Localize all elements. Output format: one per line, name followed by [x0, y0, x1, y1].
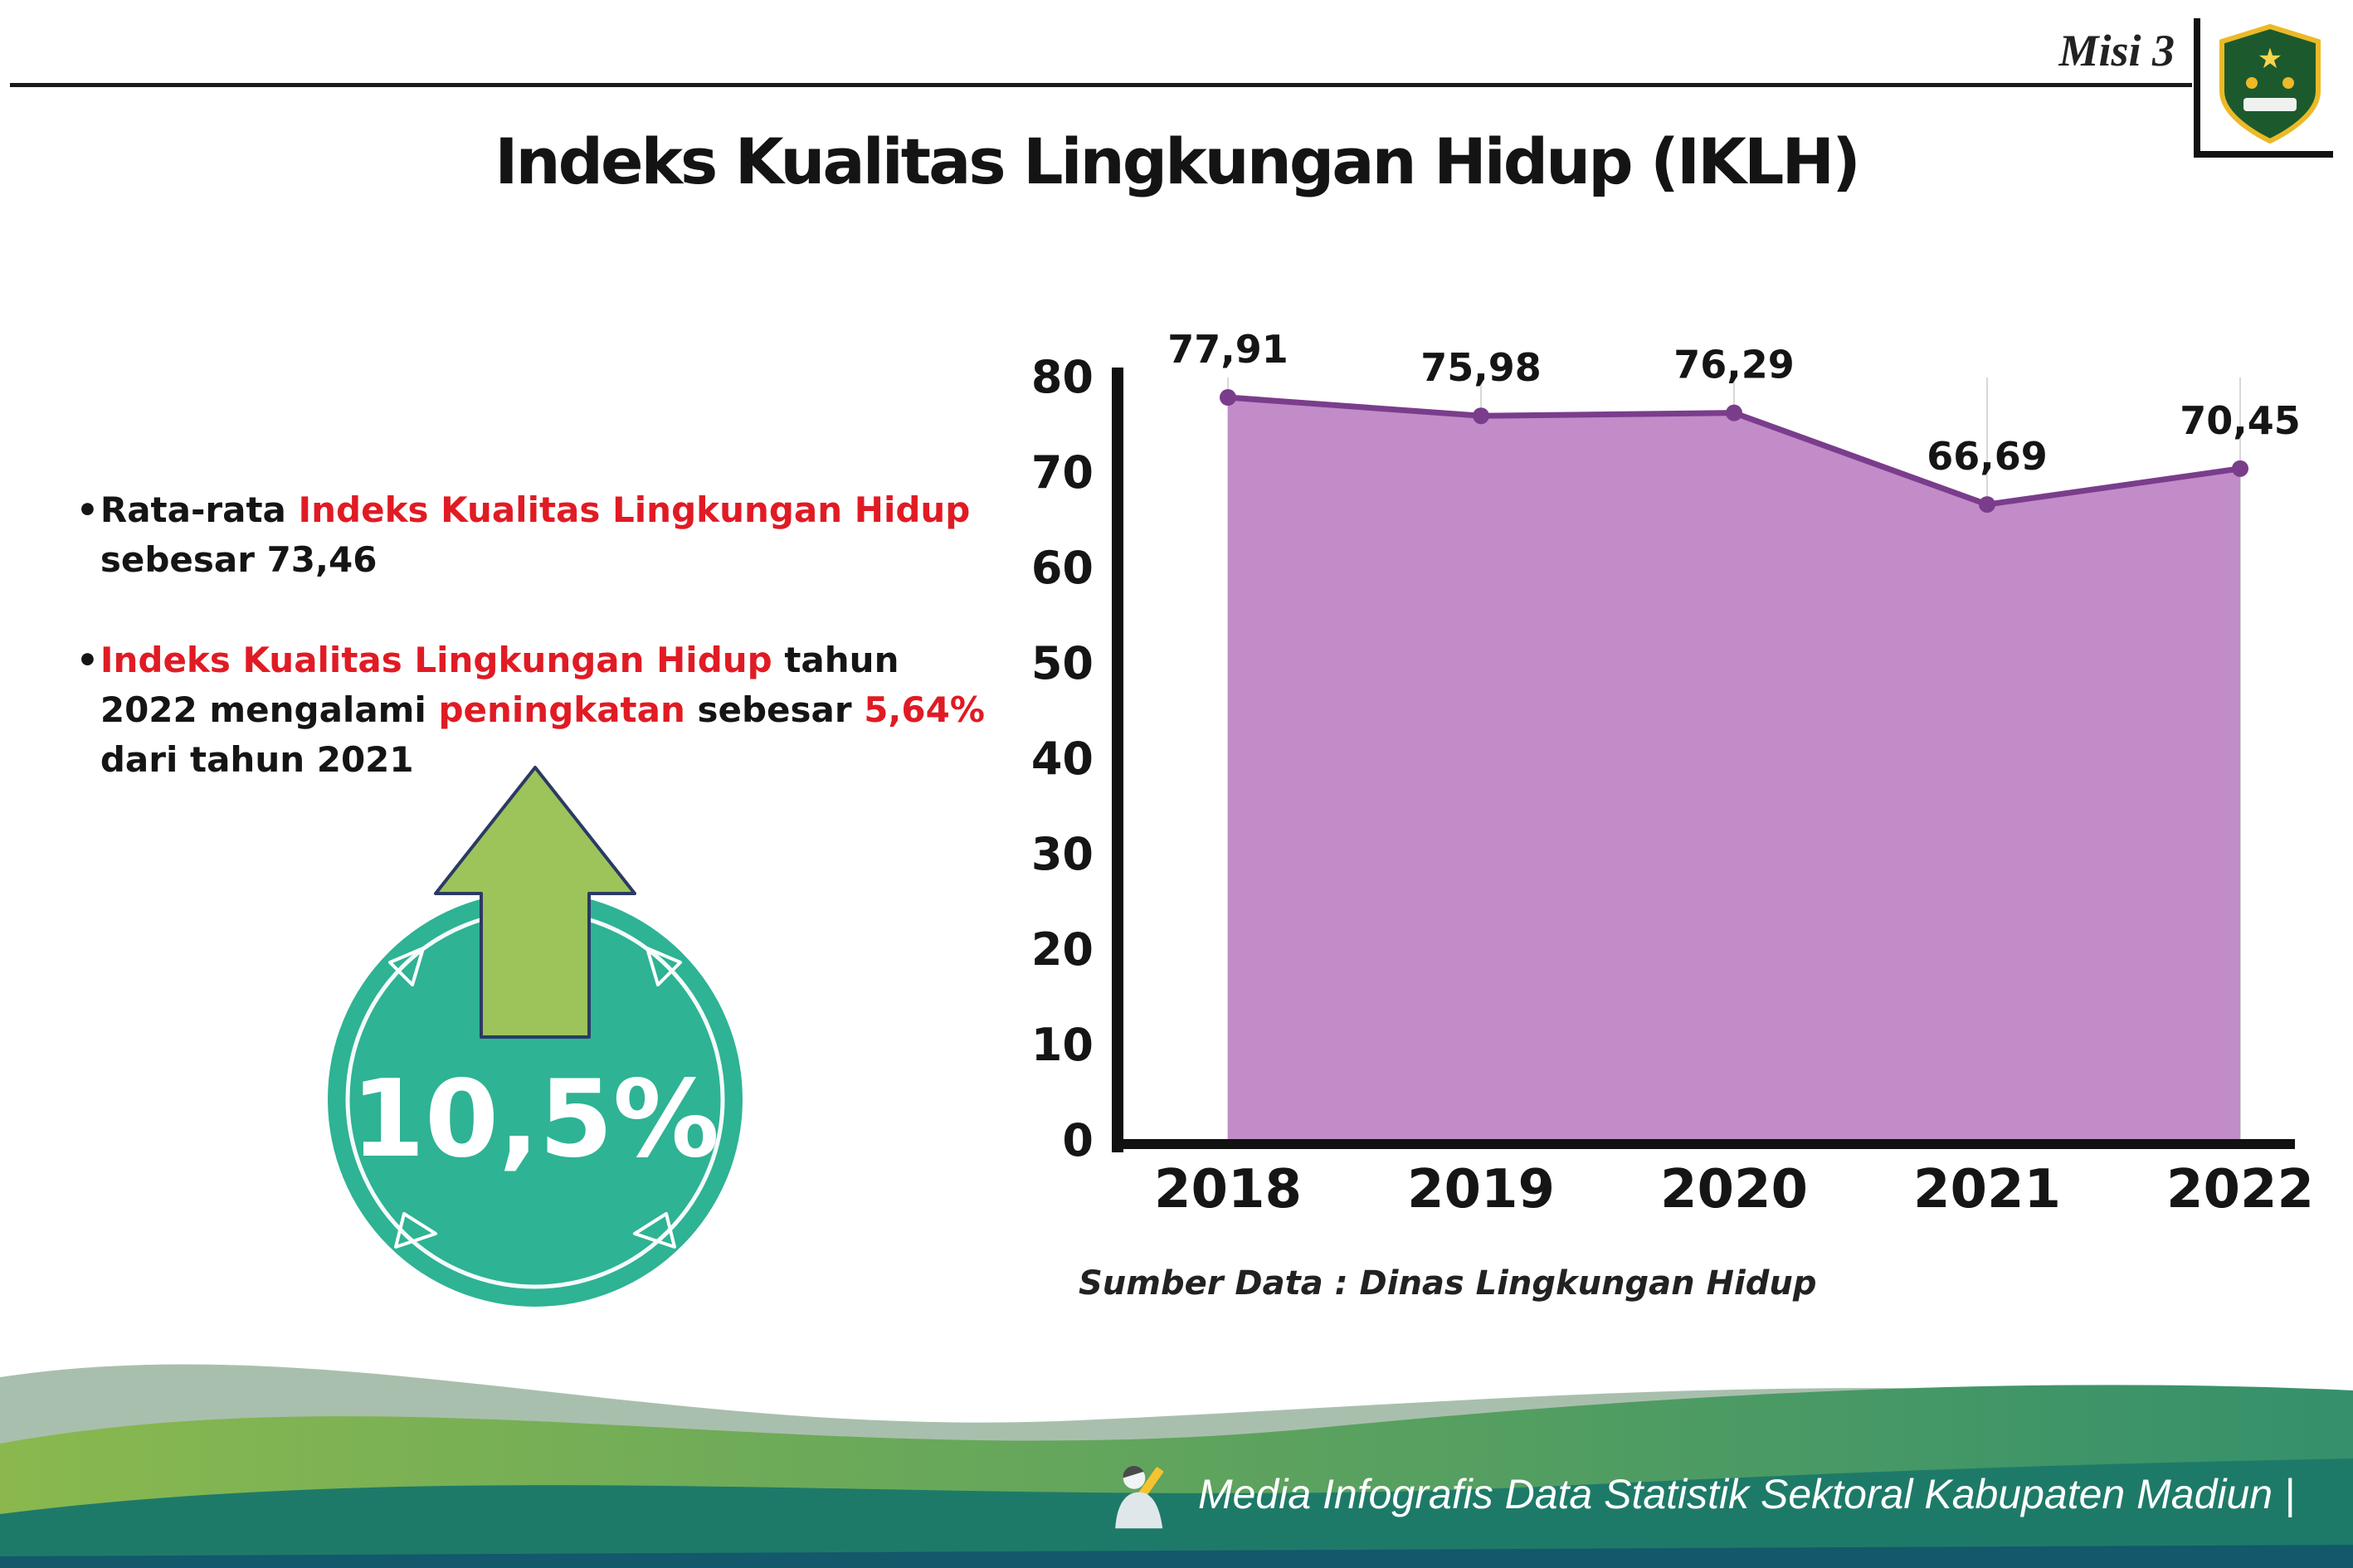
data-point: [2232, 460, 2248, 477]
summary-bullets: • Rata-rata Indeks Kualitas Lingkungan H…: [76, 485, 1006, 835]
data-point: [1473, 407, 1489, 425]
page-title: Indeks Kualitas Lingkungan Hidup (IKLH): [494, 124, 1861, 198]
y-tick-label: 60: [1031, 542, 1094, 594]
writer-mascot-icon: [1115, 1466, 1164, 1529]
footer-wave-teal: [0, 1458, 2353, 1568]
logo-shield: [2219, 23, 2321, 144]
value-label: 77,91: [1167, 327, 1289, 372]
badge-percentage: 10,5%: [351, 1058, 719, 1181]
bullet-text: Indeks Kualitas Lingkungan Hidup tahun 2…: [100, 640, 985, 780]
data-point: [1726, 404, 1742, 421]
x-tick-label: 2018: [1154, 1159, 1302, 1220]
badge-triangle-icon: [633, 1212, 676, 1249]
y-tick-label: 70: [1031, 446, 1094, 499]
footer-credit: Media Infografis Data Statistik Sektoral…: [1103, 1454, 2295, 1533]
value-label: 70,45: [2180, 398, 2301, 443]
up-arrow-icon: [434, 766, 636, 1039]
credit-text: Media Infografis Data Statistik Sektoral…: [1197, 1470, 2295, 1517]
y-tick-label: 50: [1031, 637, 1094, 689]
misi-label: Misi 3: [2058, 26, 2175, 75]
area-fill: [1228, 397, 2240, 1141]
value-label: 75,98: [1420, 345, 1542, 390]
growth-badge: 10,5%: [328, 766, 743, 1307]
value-label: 66,69: [1927, 434, 2048, 479]
bullet-item: • Rata-rata Indeks Kualitas Lingkungan H…: [76, 485, 1006, 584]
logo-ornament: [2282, 77, 2294, 89]
bullet-marker: •: [76, 489, 99, 530]
logo-banner: [2243, 98, 2297, 111]
badge-triangle-icon: [388, 947, 425, 986]
x-tick-label: 2020: [1660, 1159, 1808, 1220]
mascot-body: [1115, 1492, 1163, 1529]
bullet-marker: •: [76, 640, 99, 681]
footer-wave: [0, 1364, 2353, 1568]
y-tick-label: 20: [1031, 923, 1094, 976]
kabupaten-madiun-logo: ★: [2219, 23, 2321, 144]
header-divider: [10, 83, 2192, 87]
iklh-area-chart: 77,91 75,98 76,29 66,69 70,45 0 10 20 30 40 50 60 70…: [1031, 327, 2314, 1220]
y-tick-label: 30: [1031, 828, 1094, 880]
y-axis: [1112, 368, 1123, 1152]
x-axis: [1112, 1139, 2295, 1149]
x-tick-label: 2022: [2166, 1159, 2314, 1220]
x-tick-label: 2019: [1407, 1159, 1555, 1220]
badge-circle: [328, 892, 743, 1307]
data-point: [1220, 389, 1236, 407]
y-tick-label: 40: [1031, 733, 1094, 785]
y-tick-label: 0: [1062, 1114, 1094, 1166]
bullet-text: Rata-rata Indeks Kualitas Lingkungan Hid…: [100, 489, 971, 580]
value-label: 76,29: [1673, 343, 1795, 387]
y-tick-label: 10: [1031, 1019, 1094, 1071]
footer-bottom-band: [0, 1545, 2353, 1568]
logo-ornament: [2246, 77, 2258, 89]
mascot-hair: [1123, 1466, 1144, 1478]
badge-triangle-icon: [394, 1212, 437, 1249]
logo-star-icon: ★: [2258, 42, 2282, 75]
badge-triangle-icon: [645, 947, 682, 986]
logo-frame: ★: [2194, 18, 2333, 158]
source-note: Sumber Data : Dinas Lingkungan Hidup: [1079, 1264, 1817, 1303]
y-tick-label: 80: [1031, 351, 1094, 403]
x-tick-label: 2021: [1913, 1159, 2061, 1220]
bullet-item: • Indeks Kualitas Lingkungan Hidup tahun…: [76, 635, 1006, 784]
data-point: [1979, 496, 1995, 514]
